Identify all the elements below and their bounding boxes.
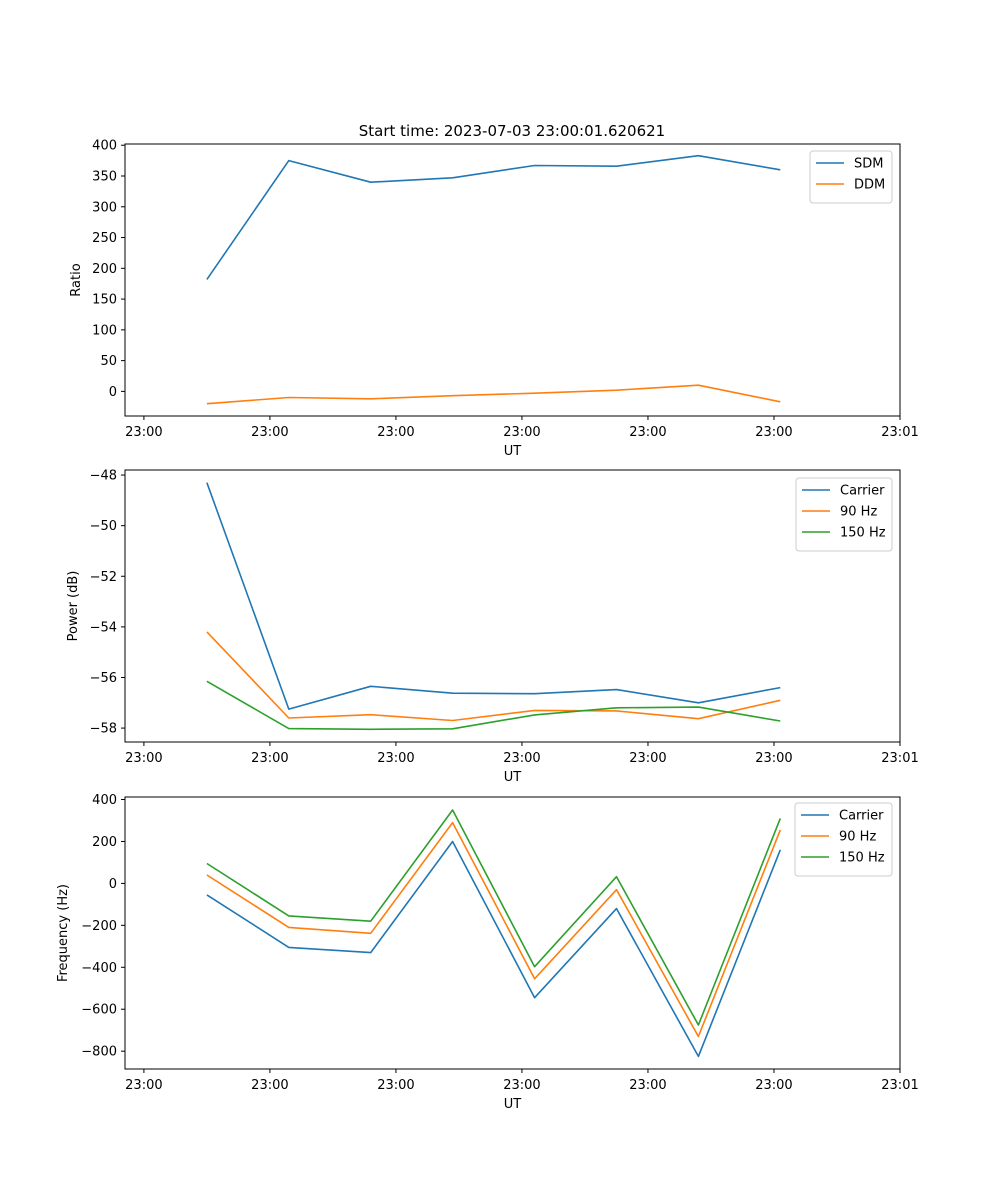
power-x-tick-label: 23:00 (377, 751, 414, 766)
ratio-y-tick-label: 0 (109, 385, 117, 400)
ratio-x-tick-label: 23:00 (755, 425, 792, 440)
frequency-x-tick-label: 23:00 (251, 1078, 288, 1093)
power-series-150-hz-line (206, 680, 781, 731)
ratio-series-ddm-line (206, 384, 781, 405)
power-series-90-hz-line (206, 631, 781, 722)
ratio-y-axis-label: Ratio (69, 263, 84, 296)
ratio-y-tick-label: 200 (92, 262, 117, 277)
power-panel: 23:00 23:00 23:00 23:00 23:00 23:00 23:01 −48 −5… (66, 469, 919, 785)
power-x-tick-label: 23:00 (503, 751, 540, 766)
frequency-axes-frame (124, 796, 901, 1070)
ratio-y-tick-label: 400 (92, 139, 117, 154)
ratio-legend-box (809, 150, 893, 204)
ratio-y-tick-label: 250 (92, 231, 117, 246)
frequency-x-axis-label: UT (504, 1097, 522, 1112)
frequency-y-tick-label: −200 (81, 919, 117, 934)
ratio-y-tick-label: 300 (92, 200, 117, 215)
frequency-y-tick-label: 400 (92, 793, 117, 808)
power-y-axis-label: Power (dB) (66, 571, 81, 642)
power-x-axis-label: UT (504, 770, 522, 785)
frequency-x-tick-label: 23:00 (503, 1078, 540, 1093)
frequency-x-tick-label: 23:00 (629, 1078, 666, 1093)
ratio-x-axis-label: UT (504, 444, 522, 459)
power-y-tick-label: −54 (90, 620, 117, 635)
ratio-legend-label: SDM (854, 157, 883, 172)
ratio-y-tick-label: 100 (92, 323, 117, 338)
frequency-y-axis-label: Frequency (Hz) (56, 884, 71, 982)
power-legend-label: Carrier (840, 484, 885, 499)
power-x-tick-label: 23:01 (881, 751, 918, 766)
power-y-tick-label: −52 (90, 570, 117, 585)
frequency-y-tick-label: −600 (81, 1003, 117, 1018)
ratio-series-sdm-line (206, 154, 781, 280)
chart-title: Start time: 2023-07-03 23:00:01.620621 (359, 122, 665, 140)
frequency-series-carrier-line (206, 840, 782, 1058)
frequency-y-tick-label: −400 (81, 961, 117, 976)
power-y-tick-label: −48 (90, 469, 117, 484)
ratio-x-tick-label: 23:00 (503, 425, 540, 440)
power-x-tick-label: 23:00 (755, 751, 792, 766)
ratio-y-tick-label: 350 (92, 170, 117, 185)
ratio-legend-label: DDM (854, 178, 885, 193)
frequency-panel: 23:00 23:00 23:00 23:00 23:00 23:00 23:01 400 20… (56, 793, 919, 1112)
ratio-y-tick-label: 150 (92, 293, 117, 308)
frequency-series-90-hz-line (206, 821, 782, 1038)
power-legend-label: 150 Hz (840, 526, 886, 541)
ratio-x-tick-label: 23:00 (125, 425, 162, 440)
power-series-carrier-line (206, 482, 781, 710)
ratio-axes-frame (124, 143, 901, 417)
ratio-x-tick-label: 23:00 (251, 425, 288, 440)
ratio-x-tick-label: 23:00 (377, 425, 414, 440)
frequency-legend-label: 90 Hz (839, 830, 876, 845)
power-y-tick-label: −50 (90, 519, 117, 534)
frequency-y-tick-label: −800 (81, 1045, 117, 1060)
power-axes-frame (124, 469, 901, 743)
frequency-x-tick-label: 23:00 (125, 1078, 162, 1093)
frequency-x-tick-label: 23:00 (755, 1078, 792, 1093)
frequency-y-tick-label: 0 (109, 877, 117, 892)
frequency-y-tick-label: 200 (92, 835, 117, 850)
power-x-tick-label: 23:00 (629, 751, 666, 766)
power-y-tick-label: −56 (90, 671, 117, 686)
ratio-panel: 23:00 23:00 23:00 23:00 23:00 23:00 23:01 400 35… (69, 139, 919, 459)
frequency-legend-label: 150 Hz (839, 851, 885, 866)
power-x-tick-label: 23:00 (251, 751, 288, 766)
frequency-x-tick-label: 23:00 (377, 1078, 414, 1093)
power-x-tick-label: 23:00 (125, 751, 162, 766)
ratio-y-tick-label: 50 (100, 354, 117, 369)
ratio-x-tick-label: 23:01 (881, 425, 918, 440)
ratio-x-tick-label: 23:00 (629, 425, 666, 440)
frequency-legend-label: Carrier (839, 809, 884, 824)
frequency-x-tick-label: 23:01 (881, 1078, 918, 1093)
frequency-series-150-hz-line (206, 809, 782, 1026)
power-y-tick-label: −58 (90, 722, 117, 737)
power-legend-label: 90 Hz (840, 505, 877, 520)
